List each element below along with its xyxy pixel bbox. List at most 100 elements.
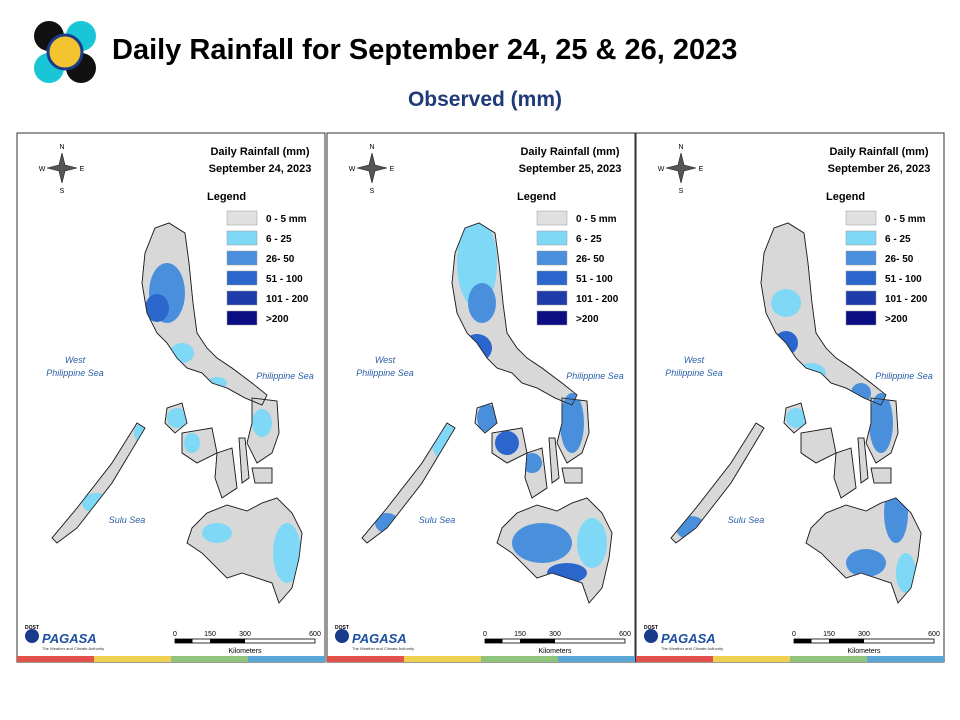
legend-label: 101 - 200 xyxy=(885,294,928,305)
logo-mark xyxy=(644,629,658,643)
rainfall-areas xyxy=(375,223,607,583)
scale-label: 150 xyxy=(823,631,835,638)
scale-unit: Kilometers xyxy=(538,648,572,655)
sea-label: Philippine Sea xyxy=(256,371,314,381)
logo-agency: DOST xyxy=(644,625,658,631)
legend-swatch xyxy=(226,230,258,246)
logo-name: PAGASA xyxy=(352,631,407,646)
legend-swatch xyxy=(845,250,877,266)
scale-label: 300 xyxy=(239,631,251,638)
sea-label: West xyxy=(65,355,86,365)
compass-w: W xyxy=(658,166,665,173)
subtitle: Observed (mm) xyxy=(407,88,563,111)
logo-name: PAGASA xyxy=(661,631,716,646)
legend-label: 26- 50 xyxy=(885,254,914,265)
scale-label: 300 xyxy=(549,631,561,638)
panel-stripe xyxy=(713,656,790,662)
rainfall-area xyxy=(184,433,200,453)
logo-mark xyxy=(335,629,349,643)
scale-label: 0 xyxy=(792,631,796,638)
legend-swatch xyxy=(226,270,258,286)
legend-label: >200 xyxy=(266,314,289,325)
legend-label: 51 - 100 xyxy=(576,274,613,285)
scale-label: 600 xyxy=(928,631,940,638)
panel-stripe xyxy=(636,656,713,662)
legend-swatch xyxy=(536,210,568,226)
legend-swatch xyxy=(845,230,877,246)
agency-logo xyxy=(34,21,96,83)
panel-heading: Daily Rainfall (mm) xyxy=(210,146,309,158)
legend-label: 101 - 200 xyxy=(576,294,619,305)
legend-swatch xyxy=(845,210,877,226)
panel-stripe xyxy=(790,656,867,662)
scale-unit: Kilometers xyxy=(228,648,262,655)
logo-agency: DOST xyxy=(25,625,39,631)
legend-label: 51 - 100 xyxy=(266,274,303,285)
legend-swatch xyxy=(845,290,877,306)
scale-unit: Kilometers xyxy=(847,648,881,655)
compass-n: N xyxy=(369,144,374,151)
scale-label: 0 xyxy=(173,631,177,638)
title: Daily Rainfall for September 24, 25 & 26… xyxy=(112,34,738,66)
compass-rose xyxy=(665,152,697,184)
scale-bar-segment xyxy=(829,639,864,643)
logo-tagline: The Weather and Climate Authority xyxy=(42,646,104,651)
rainfall-area xyxy=(273,523,301,583)
legend-swatch xyxy=(536,230,568,246)
scale-label: 150 xyxy=(204,631,216,638)
legend-label: >200 xyxy=(576,314,599,325)
legend-swatch xyxy=(226,250,258,266)
rainfall-area xyxy=(786,408,806,428)
legend-label: 51 - 100 xyxy=(885,274,922,285)
rainfall-area xyxy=(167,408,187,428)
sea-label: Philippine Sea xyxy=(875,371,933,381)
compass-s: S xyxy=(370,188,375,195)
scale-label: 600 xyxy=(309,631,321,638)
legend-label: >200 xyxy=(885,314,908,325)
panel-date: September 26, 2023 xyxy=(828,163,931,175)
rainfall-area xyxy=(202,523,232,543)
sea-label: Sulu Sea xyxy=(419,515,456,525)
scale-label: 0 xyxy=(483,631,487,638)
rainfall-area xyxy=(495,431,519,455)
logo-mark xyxy=(25,629,39,643)
compass-rose xyxy=(46,152,78,184)
compass-n: N xyxy=(678,144,683,151)
rainfall-area xyxy=(252,409,272,437)
panel-stripe xyxy=(171,656,248,662)
rainfall-area xyxy=(846,549,886,577)
compass-e: E xyxy=(699,166,704,173)
compass-w: W xyxy=(349,166,356,173)
logo-name: PAGASA xyxy=(42,631,97,646)
panel-date: September 25, 2023 xyxy=(519,163,622,175)
rainfall-area xyxy=(896,553,916,593)
compass-w: W xyxy=(39,166,46,173)
compass-s: S xyxy=(60,188,65,195)
panel-heading: Daily Rainfall (mm) xyxy=(520,146,619,158)
rainfall-area xyxy=(869,393,893,453)
logo-tagline: The Weather and Climate Authority xyxy=(352,646,414,651)
legend-swatch xyxy=(536,270,568,286)
legend-swatch xyxy=(226,210,258,226)
panel-heading: Daily Rainfall (mm) xyxy=(829,146,928,158)
logo-agency: DOST xyxy=(335,625,349,631)
legend-swatch xyxy=(845,270,877,286)
legend-label: 6 - 25 xyxy=(885,234,911,245)
legend-title: Legend xyxy=(826,191,865,203)
sea-label: Philippine Sea xyxy=(665,368,723,378)
legend-label: 26- 50 xyxy=(576,254,605,265)
legend-label: 0 - 5 mm xyxy=(266,214,307,225)
sea-label: West xyxy=(684,355,705,365)
rainfall-area xyxy=(477,404,497,432)
legend-swatch xyxy=(536,250,568,266)
legend-label: 0 - 5 mm xyxy=(885,214,926,225)
scale-bar-segment xyxy=(794,639,812,643)
panel-stripe xyxy=(248,656,325,662)
legend-label: 0 - 5 mm xyxy=(576,214,617,225)
legend-title: Legend xyxy=(207,191,246,203)
panel-stripe xyxy=(404,656,481,662)
rainfall-area xyxy=(512,523,572,563)
scale-bar-segment xyxy=(210,639,245,643)
